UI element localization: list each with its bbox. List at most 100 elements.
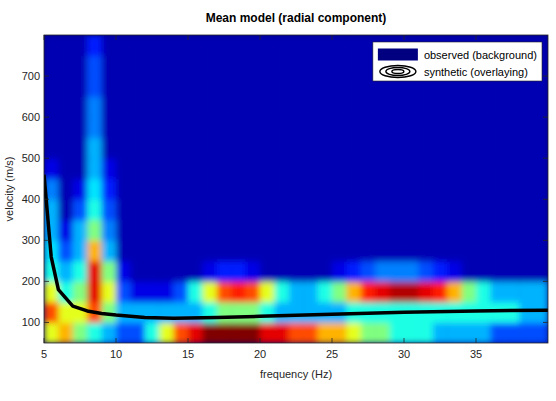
heatmap-cell xyxy=(318,138,333,159)
heatmap-cell xyxy=(145,302,160,323)
heatmap-cell xyxy=(58,158,73,179)
heatmap-cell xyxy=(390,179,405,200)
heatmap-cell xyxy=(116,35,131,56)
heatmap-cell xyxy=(505,138,520,159)
heatmap-cell xyxy=(274,261,289,282)
heatmap-cell xyxy=(318,261,333,282)
x-tick xyxy=(404,338,405,343)
heatmap-cell xyxy=(102,261,117,282)
heatmap-cell xyxy=(159,322,174,343)
heatmap-cell xyxy=(418,117,433,138)
heatmap-cell xyxy=(159,261,174,282)
heatmap-cell xyxy=(447,97,462,118)
heatmap-cell xyxy=(289,261,304,282)
heatmap-cell xyxy=(375,179,390,200)
heatmap-cell xyxy=(346,179,361,200)
heatmap-cell xyxy=(246,199,261,220)
heatmap-cell xyxy=(519,240,534,261)
heatmap-cell xyxy=(505,322,520,343)
heatmap-cell xyxy=(289,220,304,241)
x-tick xyxy=(116,338,117,343)
heatmap-cell xyxy=(462,199,477,220)
heatmap-cell xyxy=(145,138,160,159)
heatmap-cell xyxy=(130,138,145,159)
heatmap-cell xyxy=(116,220,131,241)
heatmap-cell xyxy=(303,322,318,343)
x-tick-label: 15 xyxy=(182,348,194,360)
heatmap-cell xyxy=(361,138,376,159)
frame xyxy=(44,35,548,343)
y-tick-label: 200 xyxy=(22,275,40,287)
heatmap-cell xyxy=(505,261,520,282)
heatmap-cell xyxy=(202,240,217,261)
heatmap-cell xyxy=(174,97,189,118)
y-tick xyxy=(44,117,49,118)
heatmap-cell xyxy=(289,199,304,220)
heatmap-cell xyxy=(274,199,289,220)
heatmap-cell xyxy=(375,199,390,220)
heatmap-cell xyxy=(375,240,390,261)
heatmap-cell xyxy=(102,281,117,302)
heatmap-cell xyxy=(418,179,433,200)
heatmap-cell xyxy=(260,240,275,261)
y-tick-label: 700 xyxy=(22,70,40,82)
heatmap-cell xyxy=(433,220,448,241)
heatmap-cell xyxy=(462,261,477,282)
heatmap-cell xyxy=(102,117,117,138)
heatmap-cell xyxy=(188,179,203,200)
heatmap-cell xyxy=(159,35,174,56)
heatmap-cell xyxy=(174,158,189,179)
heatmap-cell xyxy=(44,322,59,343)
heatmap-cell xyxy=(231,56,246,77)
heatmap-cell xyxy=(289,322,304,343)
heatmap-cell xyxy=(202,158,217,179)
heatmap-cell xyxy=(260,117,275,138)
heatmap-cell xyxy=(217,302,232,323)
heatmap-cell xyxy=(231,199,246,220)
heatmap-cell xyxy=(159,179,174,200)
heatmap-cell xyxy=(188,199,203,220)
heatmap-cell xyxy=(174,117,189,138)
heatmap-cell xyxy=(73,220,88,241)
heatmap-cell xyxy=(44,158,59,179)
heatmap-cell xyxy=(505,117,520,138)
heatmap-cell xyxy=(159,56,174,77)
heatmap-cell xyxy=(505,97,520,118)
heatmap-cell xyxy=(404,281,419,302)
heatmap-cell xyxy=(447,199,462,220)
heatmap-cell xyxy=(303,220,318,241)
x-tick-label: 10 xyxy=(110,348,122,360)
heatmap-cell xyxy=(231,35,246,56)
heatmap-cell xyxy=(202,35,217,56)
heatmap-cell xyxy=(390,220,405,241)
heatmap-cell xyxy=(44,76,59,97)
heatmap-cell xyxy=(476,97,491,118)
heatmap-cell xyxy=(217,117,232,138)
heatmap-cell xyxy=(433,158,448,179)
heatmap-cell xyxy=(289,302,304,323)
y-tick xyxy=(543,199,548,200)
heatmap-cell xyxy=(202,220,217,241)
heatmap-cell xyxy=(390,97,405,118)
heatmap-cell xyxy=(102,97,117,118)
heatmap-cell xyxy=(318,179,333,200)
heatmap-cell xyxy=(346,158,361,179)
heatmap-cell xyxy=(274,302,289,323)
heatmap-cell xyxy=(274,56,289,77)
heatmap-cell xyxy=(332,76,347,97)
heatmap-cell xyxy=(346,117,361,138)
heatmap-cell xyxy=(217,179,232,200)
heatmap-cell xyxy=(130,220,145,241)
heatmap-cell xyxy=(174,220,189,241)
heatmap-cell xyxy=(58,179,73,200)
heatmap-cell xyxy=(116,76,131,97)
heatmap-cell xyxy=(73,35,88,56)
heatmap-cell xyxy=(519,158,534,179)
heatmap-cell xyxy=(318,35,333,56)
heatmap-cell xyxy=(231,117,246,138)
heatmap-cell xyxy=(174,138,189,159)
heatmap-cell xyxy=(390,240,405,261)
heatmap-cell xyxy=(202,97,217,118)
y-tick-label: 400 xyxy=(22,193,40,205)
x-tick xyxy=(476,35,477,40)
